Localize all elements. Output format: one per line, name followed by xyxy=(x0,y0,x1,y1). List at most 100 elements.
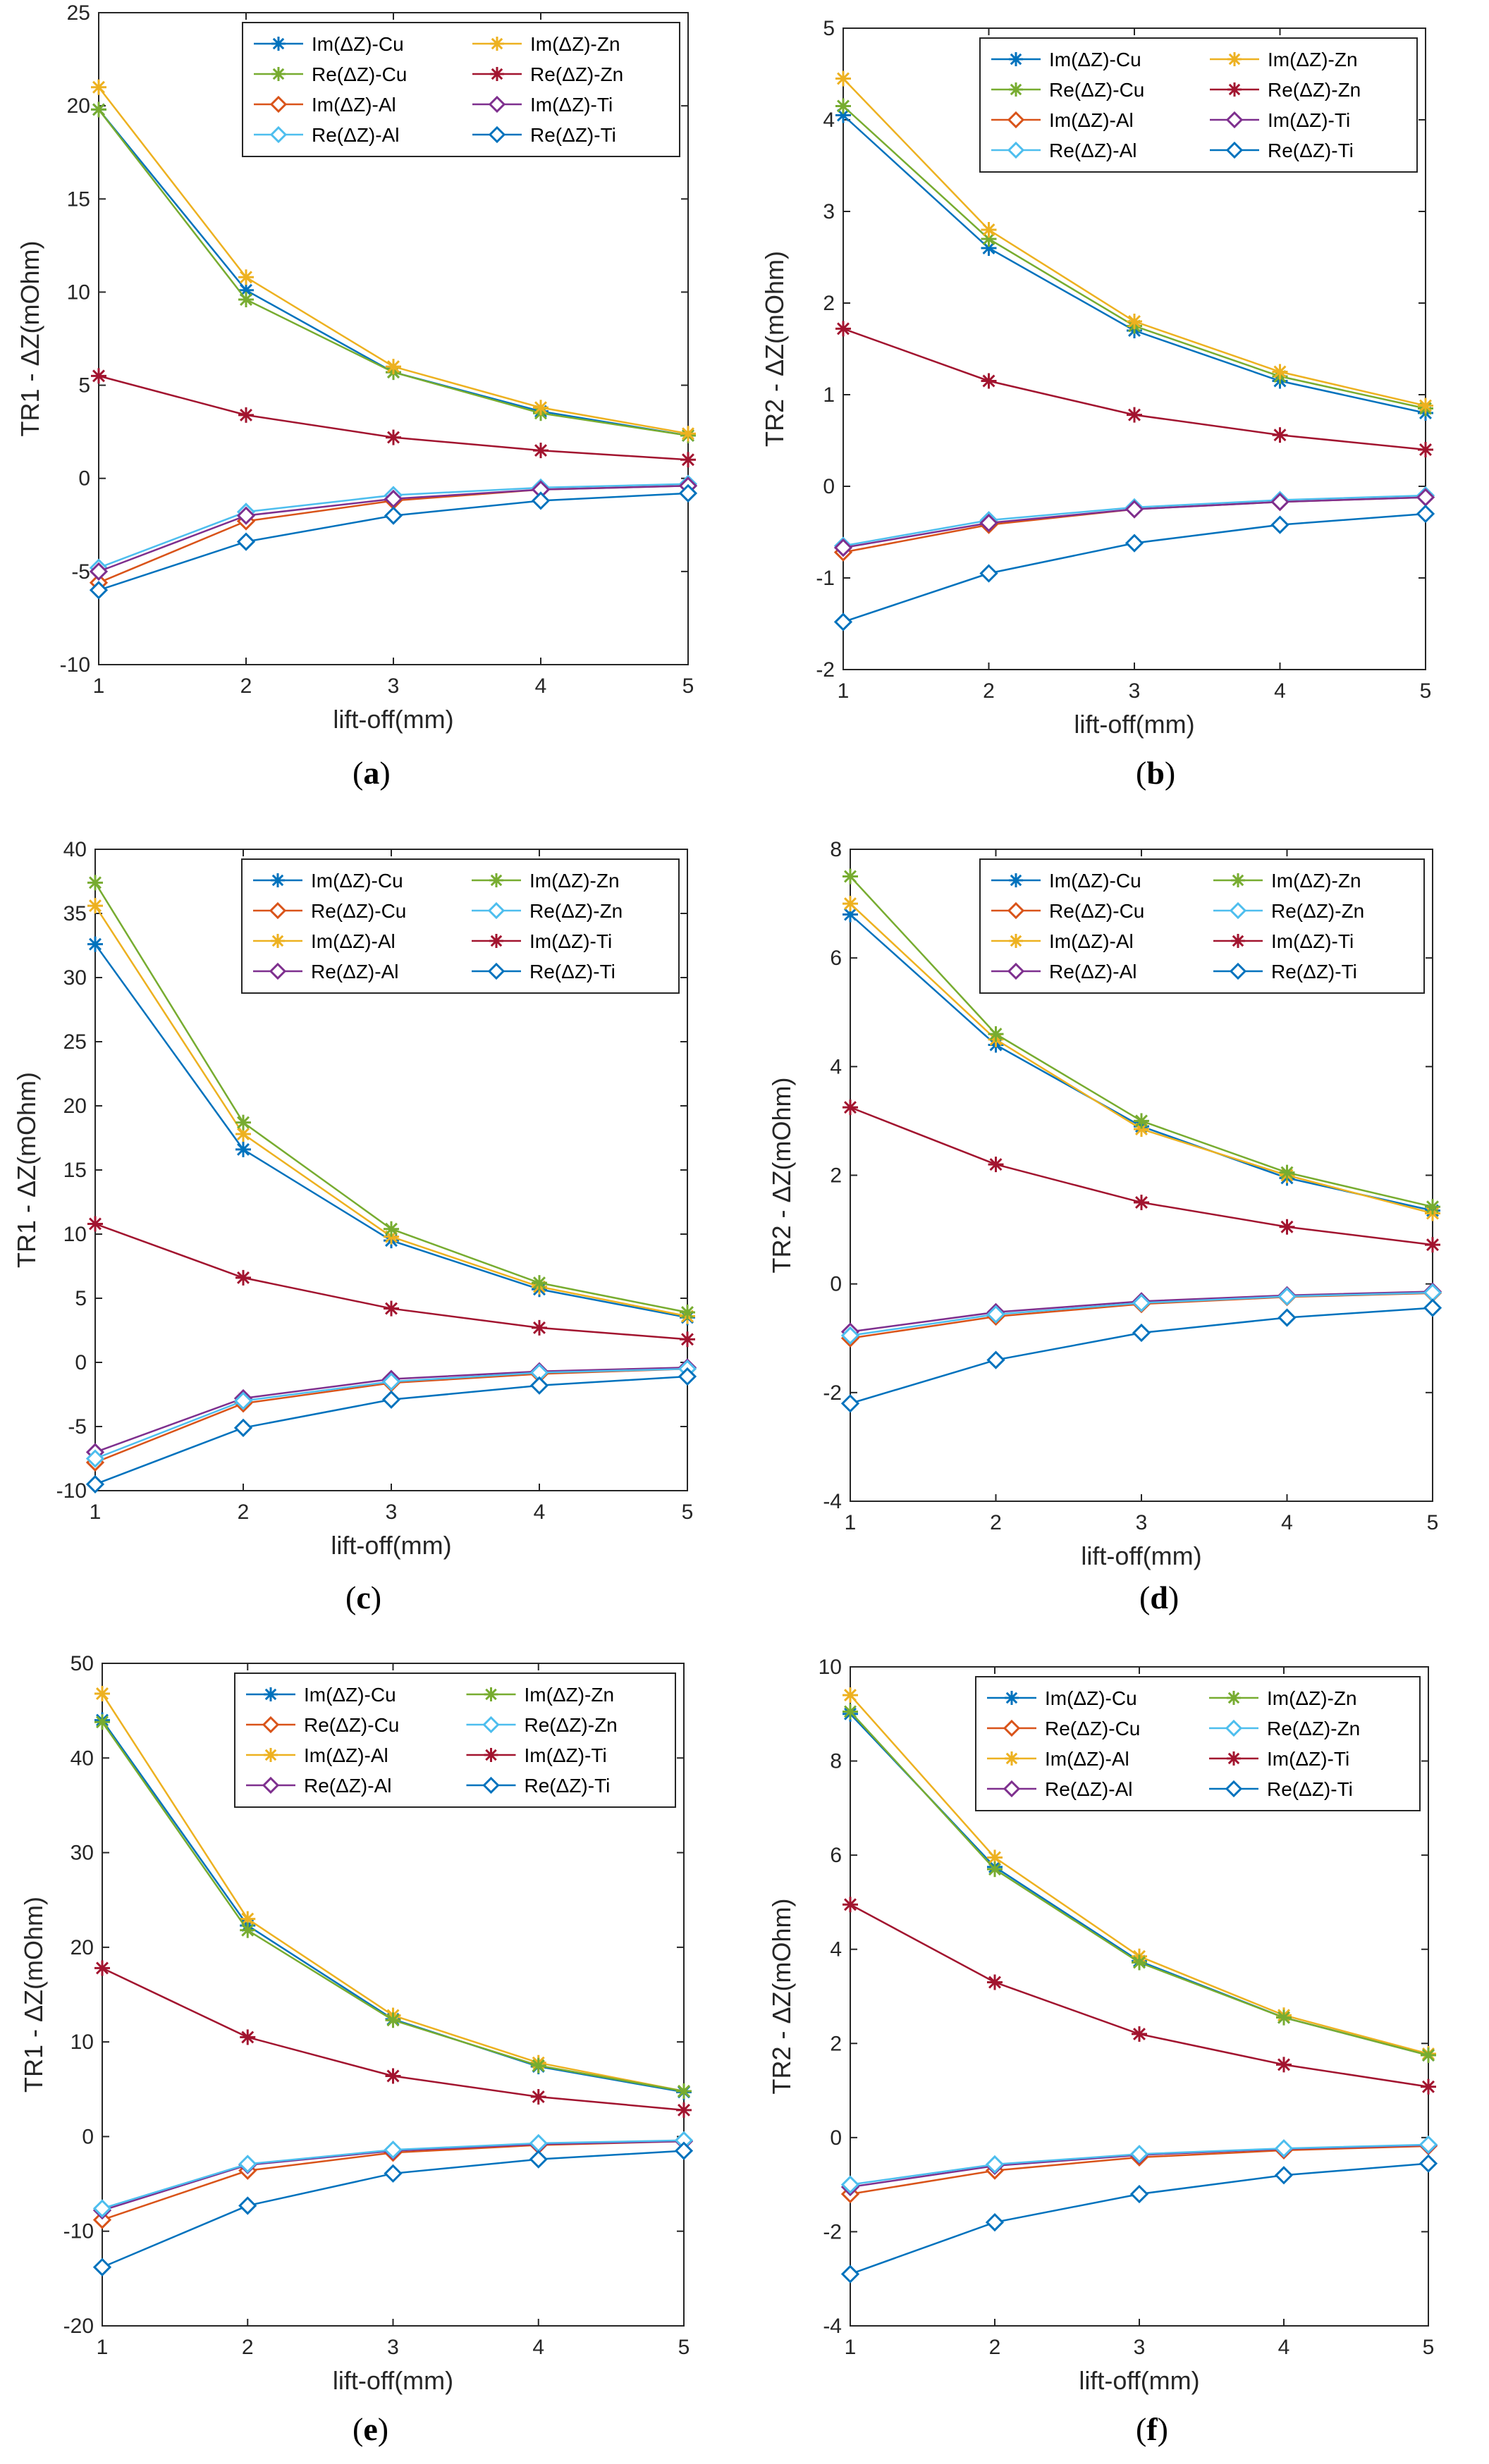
data-point-s6-p3 xyxy=(530,2089,546,2105)
x-tick-label: 5 xyxy=(682,1501,694,1524)
legend-label-2: Im(ΔZ)-Al xyxy=(312,94,396,116)
data-point-s6-p4 xyxy=(1421,2078,1436,2095)
data-point-s7-p4 xyxy=(678,483,698,503)
x-tick-label: 3 xyxy=(387,2336,399,2359)
y-tick-label: -5 xyxy=(71,560,90,584)
legend: Im(ΔZ)-Cu Re(ΔZ)-Cu Im(ΔZ)-Al Re(ΔZ)-Al Im(Δ… xyxy=(979,858,1425,994)
x-tick-label: 4 xyxy=(534,1501,546,1524)
y-tick-label: -10 xyxy=(56,1479,87,1503)
x-tick-label: 5 xyxy=(1427,1511,1439,1534)
x-tick-label: 4 xyxy=(532,2336,544,2359)
y-tick-label: 10 xyxy=(63,1223,87,1246)
legend-label-1: Re(ΔZ)-Cu xyxy=(311,900,406,922)
legend-marker-7 xyxy=(488,125,506,144)
y-tick-label: -4 xyxy=(823,1490,842,1513)
data-point-s4-p1 xyxy=(988,1026,1004,1042)
legend-marker-2 xyxy=(271,934,285,948)
data-point-s4-p1 xyxy=(981,222,997,238)
y-tick-label: 0 xyxy=(830,2126,842,2150)
legend-label-2: Im(ΔZ)-Al xyxy=(1049,930,1134,952)
caption-a: (a) xyxy=(353,755,391,791)
data-point-s4-p2 xyxy=(385,2012,401,2028)
legend-marker-3 xyxy=(262,1776,280,1794)
legend-label-5: Re(ΔZ)-Zn xyxy=(1271,900,1364,922)
y-tick-label: -4 xyxy=(823,2315,842,2338)
y-tick-label: 15 xyxy=(63,1159,87,1182)
legend-marker-5 xyxy=(1225,1719,1243,1737)
data-point-s4-p2 xyxy=(1132,1954,1147,1971)
y-tick-label: 40 xyxy=(63,838,87,861)
y-tick-label: -10 xyxy=(60,653,90,677)
data-point-s4-p3 xyxy=(1272,364,1288,380)
y-tick-label: -20 xyxy=(63,2315,94,2338)
y-tick-label: 25 xyxy=(63,1030,87,1054)
data-point-s4-p2 xyxy=(384,1221,399,1237)
legend-label-1: Re(ΔZ)-Cu xyxy=(1049,79,1144,101)
data-point-s6-p3 xyxy=(1279,1219,1295,1235)
data-point-s6-p0 xyxy=(842,1099,858,1116)
legend-marker-7 xyxy=(1225,1780,1243,1798)
legend-marker-3 xyxy=(1003,1780,1021,1798)
legend-label-3: Re(ΔZ)-Al xyxy=(311,961,398,982)
legend-label-0: Im(ΔZ)-Cu xyxy=(312,33,404,55)
data-point-s4-p0 xyxy=(842,1704,858,1720)
y-tick-label: 35 xyxy=(63,902,87,925)
data-point-s7-p4 xyxy=(674,2141,694,2160)
y-tick-label: 10 xyxy=(71,2031,94,2054)
x-tick-label: 4 xyxy=(1274,679,1286,703)
legend-label-4: Im(ΔZ)-Zn xyxy=(1267,1687,1357,1709)
legend-marker-1 xyxy=(1009,82,1023,97)
data-point-s7-p2 xyxy=(384,506,403,525)
data-point-s6-p0 xyxy=(833,538,853,558)
legend-marker-7 xyxy=(487,962,505,980)
data-point-s5-p1 xyxy=(233,1391,253,1410)
chart-panel-c: -10 -5 0 5 10 15 20 25 30 35 40 1 2 3 4 5 lift-off(mm) TR… xyxy=(0,832,744,1649)
x-tick-label: 2 xyxy=(242,2336,254,2359)
data-point-s1-p0 xyxy=(91,101,106,118)
legend-label-3: Re(ΔZ)-Al xyxy=(1049,961,1136,982)
legend-label-6: Im(ΔZ)-Ti xyxy=(1267,1748,1349,1770)
y-tick-label: 20 xyxy=(63,1095,87,1118)
chart-panel-d: -4 -2 0 2 4 6 8 1 2 3 4 5 lift-off(mm) TR2 - ΔZ(mOhm)… xyxy=(744,832,1489,1649)
y-tick-label: 0 xyxy=(75,1351,87,1374)
x-tick-label: 2 xyxy=(989,2336,1001,2359)
legend-marker-4 xyxy=(484,1687,498,1701)
legend-marker-2 xyxy=(269,95,288,113)
x-tick-label: 5 xyxy=(678,2336,690,2359)
y-tick-label: 20 xyxy=(71,1936,94,1959)
data-point-s5-p2 xyxy=(1132,1293,1151,1312)
y-tick-label: 20 xyxy=(67,94,90,118)
chart-panel-f: -4 -2 0 2 4 6 8 10 1 2 3 4 5 lift-off(mm) TR2 - ΔZ(mOh… xyxy=(744,1649,1489,2464)
x-axis-label: lift-off(mm) xyxy=(1079,2366,1199,2395)
data-point-s6-p1 xyxy=(240,2029,256,2045)
y-tick-label: 5 xyxy=(78,374,90,398)
data-point-s7-p0 xyxy=(85,1474,105,1494)
data-point-s5-p4 xyxy=(1418,442,1433,457)
legend-box xyxy=(241,858,680,994)
legend-marker-3 xyxy=(1007,962,1025,980)
legend-label-1: Re(ΔZ)-Cu xyxy=(1049,900,1144,922)
data-point-s0-p1 xyxy=(235,1141,251,1157)
data-point-s6-p3 xyxy=(1270,492,1289,512)
legend-label-3: Re(ΔZ)-Al xyxy=(304,1775,391,1797)
data-point-s5-p4 xyxy=(680,452,696,468)
legend-marker-2 xyxy=(1009,934,1023,948)
legend-label-7: Re(ΔZ)-Ti xyxy=(529,961,615,982)
data-point-s5-p2 xyxy=(384,2140,403,2160)
legend-label-0: Im(ΔZ)-Cu xyxy=(1049,870,1141,892)
legend-label-4: Im(ΔZ)-Zn xyxy=(530,33,620,55)
y-axis-label: TR1 - ΔZ(mOhm) xyxy=(16,240,44,436)
data-point-s1-p0 xyxy=(92,2210,112,2229)
legend: Im(ΔZ)-Cu Re(ΔZ)-Cu Im(ΔZ)-Al Re(ΔZ)-Al Im(Δ… xyxy=(979,37,1418,173)
data-point-s7-p0 xyxy=(92,2257,112,2277)
legend-marker-0 xyxy=(264,1687,278,1701)
legend-marker-1 xyxy=(271,67,286,81)
caption-d: (d) xyxy=(1139,1579,1179,1615)
y-tick-label: 4 xyxy=(830,1055,842,1078)
data-point-s5-p3 xyxy=(1277,1287,1297,1306)
legend-label-5: Re(ΔZ)-Zn xyxy=(525,1714,618,1736)
y-tick-label: -2 xyxy=(816,658,835,682)
data-point-s6-p1 xyxy=(235,1269,251,1286)
legend: Im(ΔZ)-Cu Re(ΔZ)-Cu Im(ΔZ)-Al Re(ΔZ)-Al Im(Δ… xyxy=(242,22,680,157)
legend-marker-3 xyxy=(269,125,288,144)
